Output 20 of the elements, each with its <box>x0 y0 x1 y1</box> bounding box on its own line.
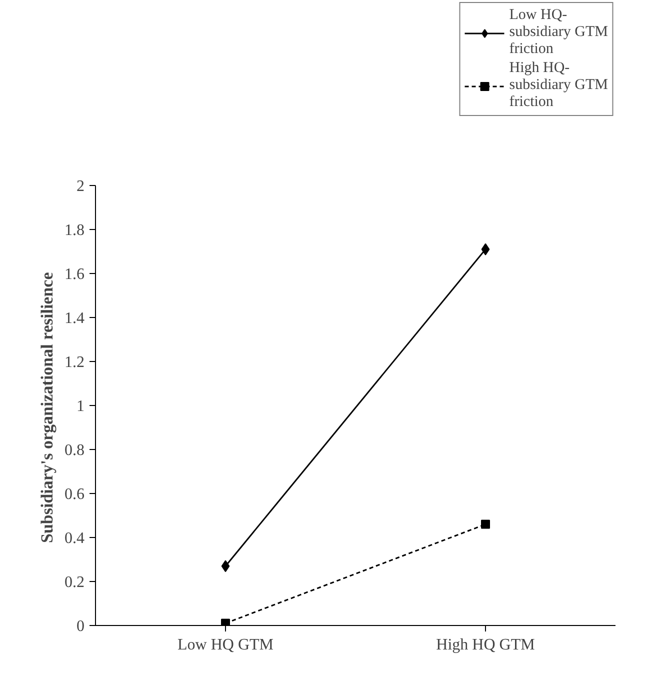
y-tick-label: 0.8 <box>64 442 84 459</box>
point <box>481 520 490 529</box>
legend-label: High HQ-subsidiary GTM friction <box>509 60 608 111</box>
y-tick-label: 1 <box>76 398 84 415</box>
point <box>221 618 230 626</box>
y-tick-label: 2 <box>76 178 84 195</box>
y-tick-label: 1.8 <box>64 222 84 239</box>
y-tick-label: 0.4 <box>64 530 84 547</box>
x-tick-label: Low HQ GTM <box>178 636 274 654</box>
legend-label: Low HQ-subsidiary GTM friction <box>509 7 608 58</box>
y-tick-label: 0 <box>76 618 84 635</box>
y-tick-label: 1.4 <box>64 310 84 327</box>
y-axis-title: Subsidiary's organizational resilience <box>38 272 56 543</box>
y-tick-label: 1.2 <box>64 354 84 371</box>
point <box>221 560 230 572</box>
x-tick-label: High HQ GTM <box>436 636 535 654</box>
point <box>481 243 490 256</box>
y-tick-label: 0.6 <box>64 486 84 503</box>
y-tick-label: 1.6 <box>64 266 84 283</box>
y-tick-label: 0.2 <box>64 574 84 591</box>
